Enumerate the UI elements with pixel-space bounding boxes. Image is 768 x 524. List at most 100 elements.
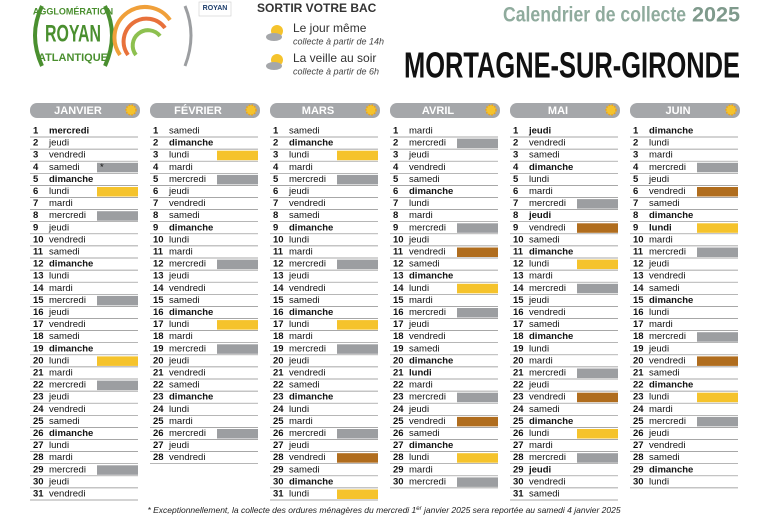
weekday: samedi xyxy=(649,283,680,294)
weekday: lundi xyxy=(289,404,309,415)
day-number: 16 xyxy=(393,307,404,318)
weekday: lundi xyxy=(529,174,549,185)
day-number: 25 xyxy=(633,416,644,427)
collection-marker xyxy=(697,223,738,233)
day-number: 3 xyxy=(633,150,638,161)
collection-marker xyxy=(457,416,498,427)
collection-marker xyxy=(217,150,258,161)
collection-marker xyxy=(697,162,738,173)
collection-marker xyxy=(337,320,378,330)
weekday: mercredi xyxy=(49,295,86,306)
day-number: 14 xyxy=(153,283,164,294)
day-number: 17 xyxy=(33,319,44,330)
month-name: JANVIER xyxy=(54,105,102,117)
day-number: 6 xyxy=(633,186,638,197)
day-number: 15 xyxy=(273,295,284,306)
day-number: 27 xyxy=(513,440,524,451)
weekday: lundi xyxy=(529,428,549,439)
day-number: 19 xyxy=(393,343,404,354)
day-number: 17 xyxy=(393,319,404,330)
weekday: mardi xyxy=(289,416,313,427)
weekday: vendredi xyxy=(289,198,325,209)
weekday: lundi xyxy=(289,234,309,245)
weekday: samedi xyxy=(49,162,80,173)
day-number: 24 xyxy=(633,404,644,415)
weekday: samedi xyxy=(409,174,440,185)
day-number: 15 xyxy=(633,295,644,306)
weekday: jeudi xyxy=(648,428,669,439)
weekday: mercredi xyxy=(169,343,206,354)
weekday: samedi xyxy=(169,380,200,391)
day-number: 9 xyxy=(273,222,278,233)
day-number: 20 xyxy=(393,355,404,366)
collection-marker xyxy=(337,150,378,161)
collection-marker xyxy=(577,429,618,439)
day-number: 4 xyxy=(33,162,39,173)
day-number: 27 xyxy=(633,440,644,451)
day-number: 11 xyxy=(33,247,44,258)
day-number: 4 xyxy=(273,162,279,173)
weekday: jeudi xyxy=(48,222,69,233)
day-number: 14 xyxy=(273,283,284,294)
day-number: 24 xyxy=(513,404,524,415)
weekday: mercredi xyxy=(49,210,86,221)
day-number: 12 xyxy=(273,259,284,270)
collection-marker xyxy=(97,465,138,475)
day-number: 18 xyxy=(633,331,644,342)
weekday: dimanche xyxy=(49,174,93,185)
weekday: dimanche xyxy=(529,416,573,427)
day-number: 24 xyxy=(393,404,404,415)
weekday: vendredi xyxy=(289,368,325,379)
weekday: mardi xyxy=(49,368,73,379)
day-number: 12 xyxy=(633,259,644,270)
day-number: 3 xyxy=(273,150,278,161)
day-number: 29 xyxy=(273,464,284,475)
logo-text: AGGLOMÉRATION xyxy=(33,6,113,16)
day-number: 13 xyxy=(273,271,284,282)
day-number: 5 xyxy=(153,174,159,185)
weekday: lundi xyxy=(169,319,189,330)
day-number: 18 xyxy=(33,331,44,342)
day-number: 28 xyxy=(633,452,644,463)
day-number: 2 xyxy=(273,138,278,149)
day-number: 9 xyxy=(153,222,158,233)
day-number: 4 xyxy=(393,162,399,173)
month-name: JUIN xyxy=(665,105,690,117)
collection-marker xyxy=(217,320,258,330)
weekday: dimanche xyxy=(529,331,573,342)
sun-icon xyxy=(245,104,257,116)
weekday: mardi xyxy=(409,126,433,137)
day-number: 25 xyxy=(33,416,44,427)
instructions: SORTIR VOTRE BAC xyxy=(257,1,377,15)
weekday: jeudi xyxy=(408,150,429,161)
weekday: lundi xyxy=(289,150,309,161)
weekday: mercredi xyxy=(529,452,566,463)
weekday: vendredi xyxy=(649,271,685,282)
day-number: 28 xyxy=(513,452,524,463)
weekday: jeudi xyxy=(648,174,669,185)
day-number: 4 xyxy=(153,162,159,173)
weekday: mercredi xyxy=(649,162,686,173)
weekday: mercredi xyxy=(649,331,686,342)
title: Calendrier de collecte xyxy=(503,4,686,27)
weekday: dimanche xyxy=(649,380,693,391)
weekday: dimanche xyxy=(649,126,693,137)
weekday: samedi xyxy=(169,126,200,137)
collection-marker xyxy=(457,392,498,403)
weekday: dimanche xyxy=(649,295,693,306)
weekday: lundi xyxy=(49,440,69,451)
badge xyxy=(198,1,232,17)
day-number: 21 xyxy=(513,368,524,379)
day-number: 1 xyxy=(273,126,279,137)
day-number: 16 xyxy=(633,307,644,318)
day-number: 7 xyxy=(153,198,158,209)
day-number: 23 xyxy=(153,392,164,403)
option-detail: collecte à partir de 6h xyxy=(293,66,379,76)
day-number: 28 xyxy=(393,452,404,463)
day-number: 15 xyxy=(513,295,524,306)
weekday: mardi xyxy=(649,150,673,161)
logo-emblem xyxy=(112,5,172,57)
weekday: jeudi xyxy=(48,476,69,487)
weekday: mercredi xyxy=(289,343,326,354)
